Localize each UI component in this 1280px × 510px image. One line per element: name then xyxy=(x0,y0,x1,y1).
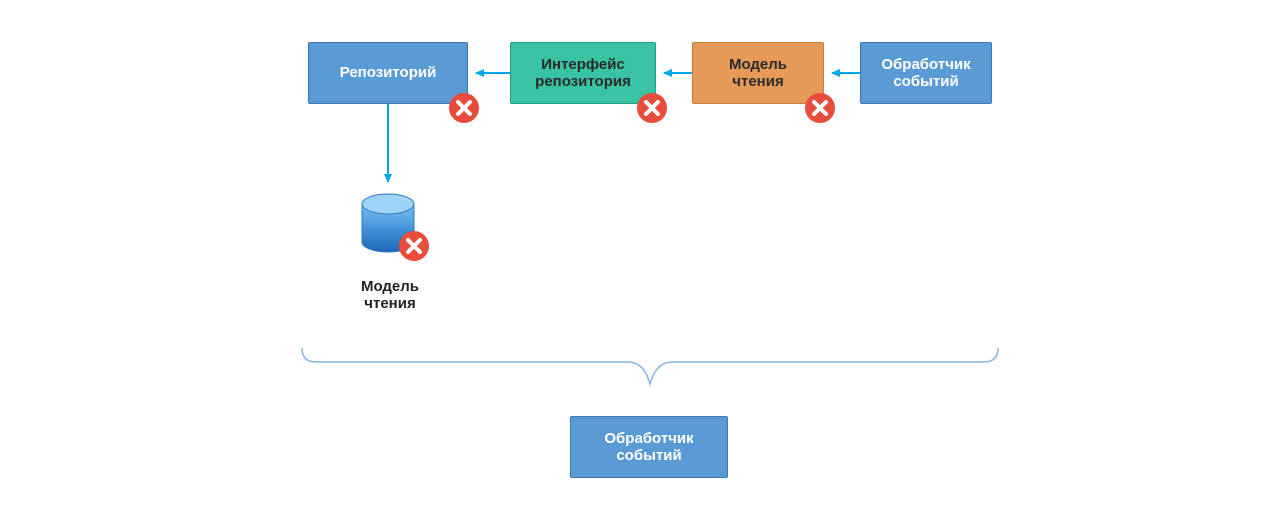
node-event-handler-top-label: Обработчиксобытий xyxy=(881,56,970,91)
node-repository-label: Репозиторий xyxy=(340,64,437,81)
node-read-model-label: Модельчтения xyxy=(729,56,787,91)
node-event-handler-bottom: Обработчиксобытий xyxy=(570,416,728,478)
node-read-model: Модельчтения xyxy=(692,42,824,104)
cylinder-icon xyxy=(362,194,414,252)
cylinder-label-text: Модельчтения xyxy=(361,278,419,312)
node-event-handler-top: Обработчиксобытий xyxy=(860,42,992,104)
node-event-handler-bottom-label: Обработчиксобытий xyxy=(604,430,693,465)
node-repository-interface: Интерфейсрепозитория xyxy=(510,42,656,104)
cylinder-label: Модельчтения xyxy=(355,278,425,313)
brace xyxy=(302,348,998,384)
node-repository-interface-label: Интерфейсрепозитория xyxy=(535,56,631,91)
node-repository: Репозиторий xyxy=(308,42,468,104)
x-badges xyxy=(399,93,835,261)
x-badge-cyl xyxy=(399,231,429,261)
